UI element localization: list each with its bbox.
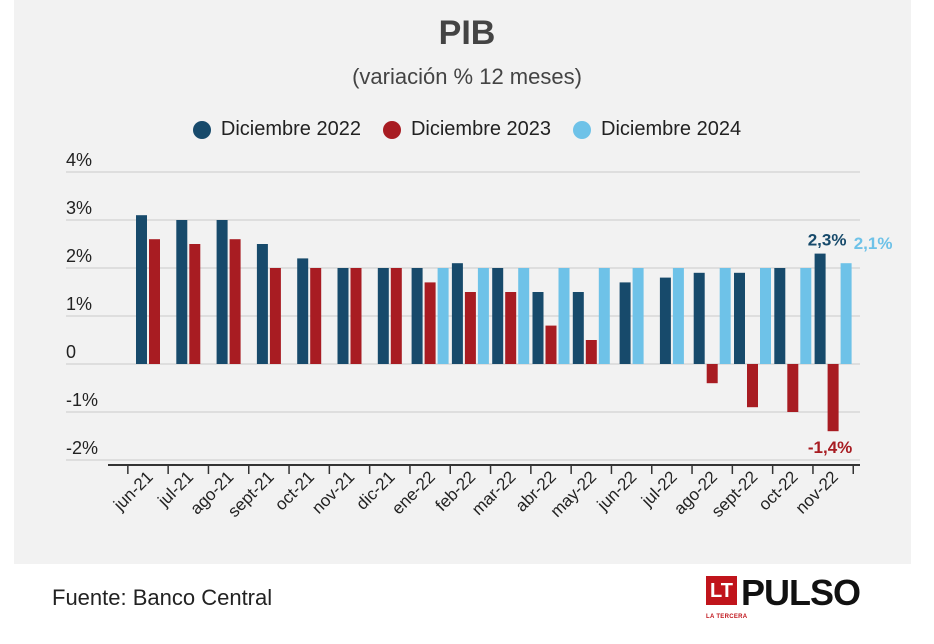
bar-sept-22-s1 <box>747 364 758 408</box>
bar-jun-22-s0 <box>619 282 631 364</box>
bar-ene-22-s2 <box>437 268 449 364</box>
x-tick-label-mar-22: mar-22 <box>468 467 520 519</box>
bar-jun-21-s1 <box>149 239 160 364</box>
bar-ene-22-s1 <box>424 282 436 364</box>
logo-lt-box: LT LA TERCERA <box>706 576 747 620</box>
x-tick-label-may-22: may-22 <box>547 467 601 521</box>
legend-label-2023: Diciembre 2023 <box>410 118 552 140</box>
data-label-1: 2,1% <box>854 234 893 253</box>
bar-sept-22-s0 <box>734 272 745 364</box>
bar-nov-22-s1 <box>827 364 839 432</box>
logo-lt-text: LT <box>710 580 733 602</box>
bar-abr-22-s0 <box>532 292 544 364</box>
bar-oct-22-s0 <box>774 268 786 364</box>
bar-nov-22-s2 <box>840 263 852 364</box>
x-tick-label-ene-22: ene-22 <box>388 467 439 518</box>
bar-sept-21-s1 <box>269 268 281 364</box>
bar-may-22-s2 <box>598 268 610 364</box>
legend-item-diciembre-2024: Diciembre 2024 <box>573 118 741 141</box>
chart-subtitle: (variación % 12 meses) <box>352 64 582 89</box>
legend-item-diciembre-2022: Diciembre 2022 <box>192 118 361 141</box>
chart-legend: Diciembre 2022 Diciembre 2023 Diciembre … <box>0 118 934 141</box>
x-tick-label-sept-22: sept-22 <box>708 467 762 521</box>
y-tick-label: 1% <box>66 294 92 314</box>
bar-ene-22-s0 <box>411 268 423 364</box>
bar-jun-21-s0 <box>136 215 147 364</box>
bar-feb-22-s0 <box>451 263 463 364</box>
legend-label-2024: Diciembre 2024 <box>601 118 742 140</box>
bar-ago-21-s1 <box>229 239 241 364</box>
bar-nov-21-s0 <box>337 268 349 364</box>
bar-oct-22-s1 <box>787 364 799 412</box>
x-tick-label-nov-21: nov-21 <box>308 467 358 517</box>
bar-dic-21-s0 <box>377 268 389 364</box>
bar-oct-21-s1 <box>310 268 322 364</box>
bar-ago-21-s0 <box>216 220 228 364</box>
legend-dot-2024 <box>573 120 592 139</box>
y-tick-label: 0 <box>66 342 76 362</box>
logo-pulso-word: PULSO <box>740 572 861 613</box>
y-tick-label: -1% <box>66 390 98 410</box>
bar-feb-22-s1 <box>464 292 476 364</box>
x-tick-label-jun-22: jun-22 <box>593 467 641 515</box>
y-tick-label: 3% <box>66 198 92 218</box>
pulso-logo: LT LA TERCERA PULSO <box>706 572 861 620</box>
bar-jul-22-s0 <box>659 277 671 364</box>
bar-sept-22-s2 <box>760 268 771 364</box>
x-tick-label-jun-21: jun-21 <box>109 467 157 515</box>
bar-mar-22-s1 <box>505 292 517 364</box>
bar-jun-22-s2 <box>632 268 644 364</box>
bar-sept-21-s0 <box>256 244 268 364</box>
legend-item-diciembre-2023: Diciembre 2023 <box>382 118 552 141</box>
x-tick-label-sept-21: sept-21 <box>224 467 278 521</box>
y-tick-label: -2% <box>66 438 98 458</box>
bar-abr-22-s1 <box>545 325 557 364</box>
bar-abr-22-s2 <box>558 268 570 364</box>
bar-nov-22-s0 <box>814 253 826 364</box>
source-note: Fuente: Banco Central <box>52 585 273 610</box>
y-tick-label: 2% <box>66 246 92 266</box>
bar-mar-22-s2 <box>518 268 530 364</box>
bar-jul-22-s2 <box>672 268 684 364</box>
y-tick-label: 4% <box>66 150 92 170</box>
bar-oct-22-s2 <box>800 268 812 364</box>
data-label-0: 2,3% <box>808 231 847 250</box>
bar-nov-21-s1 <box>350 268 362 364</box>
bar-mar-22-s0 <box>492 268 504 364</box>
bar-feb-22-s2 <box>477 268 489 364</box>
bar-jul-21-s0 <box>176 220 188 364</box>
legend-dot-2022 <box>192 120 211 139</box>
bar-oct-21-s0 <box>297 258 309 364</box>
legend-label-2022: Diciembre 2022 <box>220 118 361 140</box>
bar-ago-22-s2 <box>719 268 731 364</box>
bar-may-22-s0 <box>572 292 584 364</box>
bar-dic-21-s1 <box>390 268 402 364</box>
logo-la-tercera: LA TERCERA <box>706 614 748 620</box>
bar-jul-21-s1 <box>189 244 201 364</box>
legend-dot-2023 <box>382 120 401 139</box>
bar-may-22-s1 <box>585 340 597 364</box>
bar-ago-22-s1 <box>706 364 718 384</box>
data-label-2: -1,4% <box>808 438 852 457</box>
chart-title: PIB <box>438 14 496 52</box>
bar-ago-22-s0 <box>693 272 705 364</box>
x-tick-label-nov-22: nov-22 <box>792 467 842 517</box>
